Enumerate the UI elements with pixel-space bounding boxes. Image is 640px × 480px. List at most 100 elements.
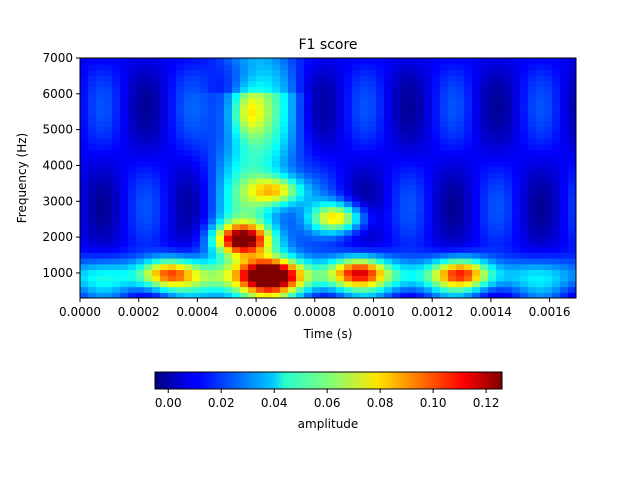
heatmap-cell (120, 223, 129, 231)
heatmap-cell (192, 138, 201, 145)
heatmap-cell (248, 258, 257, 265)
heatmap-cell (240, 75, 249, 82)
heatmap-cell (264, 138, 273, 145)
heatmap-cell (320, 200, 329, 208)
heatmap-cell (200, 235, 209, 242)
heatmap-cell (280, 132, 289, 139)
heatmap-cell (280, 263, 289, 271)
heatmap-cell (280, 183, 289, 191)
heatmap-cell (88, 86, 97, 93)
heatmap-cell (232, 120, 241, 128)
heatmap-cell (256, 120, 265, 128)
heatmap-cell (400, 109, 409, 116)
heatmap-cell (376, 240, 385, 248)
heatmap-cell (160, 155, 169, 162)
heatmap-cell (448, 149, 457, 156)
heatmap-cell (480, 229, 489, 236)
heatmap-cell (216, 138, 225, 145)
heatmap-cell (536, 218, 545, 225)
heatmap-cell (440, 75, 449, 82)
heatmap-cell (280, 235, 289, 242)
heatmap-cell (512, 200, 521, 208)
heatmap-cell (384, 280, 393, 288)
heatmap-cell (192, 195, 201, 202)
heatmap-cell (128, 98, 137, 105)
heatmap-cell (408, 252, 417, 259)
heatmap-cell (168, 183, 177, 191)
heatmap-cell (264, 280, 273, 288)
heatmap-cell (432, 292, 441, 298)
heatmap-cell (472, 103, 481, 111)
heatmap-cell (88, 126, 97, 133)
heatmap-cell (560, 115, 569, 122)
heatmap-cell (304, 92, 313, 99)
heatmap-cell (512, 58, 521, 65)
heatmap-cell (464, 69, 473, 76)
heatmap-cell (416, 252, 425, 259)
heatmap-cell (264, 218, 273, 225)
heatmap-cell (304, 218, 313, 225)
heatmap-cell (200, 223, 209, 231)
heatmap-cell (280, 258, 289, 265)
heatmap-cell (472, 189, 481, 196)
heatmap-cell (208, 292, 217, 298)
heatmap-cell (528, 189, 537, 196)
heatmap-cell (472, 229, 481, 236)
heatmap-cell (176, 120, 185, 128)
heatmap-cell (424, 98, 433, 105)
heatmap-cell (280, 160, 289, 168)
heatmap-cell (224, 126, 233, 133)
heatmap-cell (360, 109, 369, 116)
heatmap-cell (456, 229, 465, 236)
heatmap-cell (256, 212, 265, 219)
heatmap-cell (392, 98, 401, 105)
heatmap-cell (472, 138, 481, 145)
heatmap-cell (528, 86, 537, 93)
heatmap-cell (88, 252, 97, 259)
heatmap-cell (176, 92, 185, 99)
heatmap-cell (208, 218, 217, 225)
colorbar-label: amplitude (298, 417, 359, 431)
heatmap-cell (432, 172, 441, 179)
heatmap-cell (320, 155, 329, 162)
heatmap-cell (504, 189, 513, 196)
heatmap-cell (160, 80, 169, 88)
heatmap-cell (568, 149, 576, 156)
heatmap-cell (568, 195, 576, 202)
heatmap-cell (512, 98, 521, 105)
heatmap-cell (408, 80, 417, 88)
heatmap-cell (536, 120, 545, 128)
heatmap-cell (472, 86, 481, 93)
heatmap-cell (520, 269, 529, 276)
heatmap-cell (408, 286, 417, 293)
heatmap-cell (248, 235, 257, 242)
heatmap-cell (472, 269, 481, 276)
heatmap-cell (288, 286, 297, 293)
heatmap-cell (520, 195, 529, 202)
heatmap-cell (168, 240, 177, 248)
heatmap-cell (296, 212, 305, 219)
heatmap-cell (480, 218, 489, 225)
heatmap-cell (488, 138, 497, 145)
heatmap-cell (424, 240, 433, 248)
heatmap-cell (152, 155, 161, 162)
heatmap-cell (312, 246, 321, 253)
heatmap-cell (112, 252, 121, 259)
heatmap-cell (552, 115, 561, 122)
heatmap-cell (88, 172, 97, 179)
heatmap-cell (512, 212, 521, 219)
heatmap-cell (560, 229, 569, 236)
heatmap-cell (248, 280, 257, 288)
heatmap-cell (312, 178, 321, 185)
heatmap-cell (496, 263, 505, 271)
heatmap-cell (352, 166, 361, 173)
heatmap-cell (224, 292, 233, 298)
heatmap-cell (96, 155, 105, 162)
heatmap-cell (464, 189, 473, 196)
heatmap-cell (344, 103, 353, 111)
heatmap-cell (408, 292, 417, 298)
heatmap-cell (120, 109, 129, 116)
heatmap-cell (368, 109, 377, 116)
heatmap-cell (176, 126, 185, 133)
heatmap-cell (464, 246, 473, 253)
